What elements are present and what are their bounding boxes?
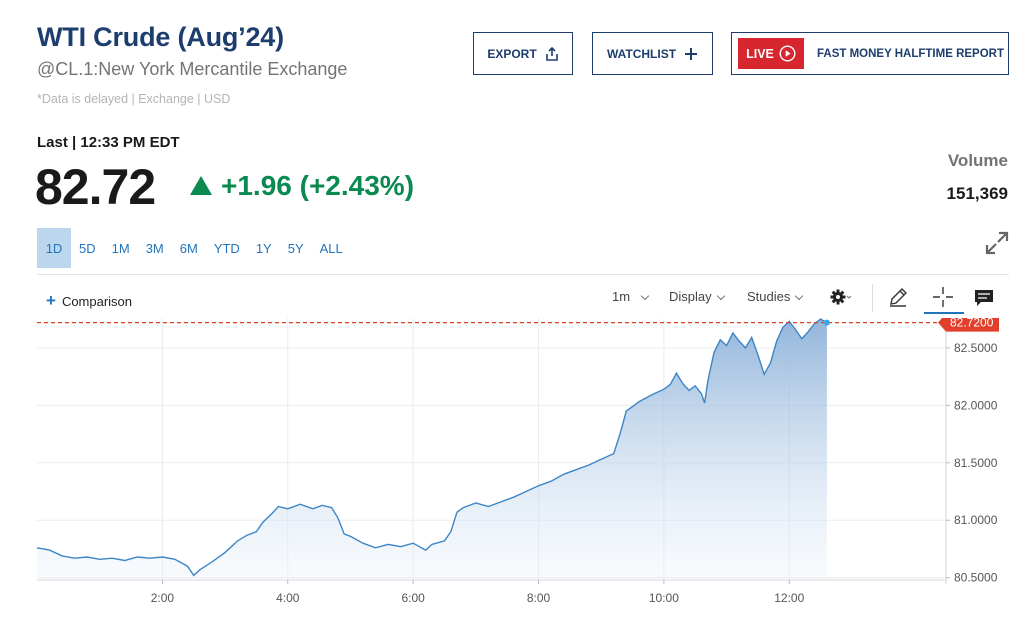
price-line (36, 318, 828, 577)
comparison-label: Comparison (61, 293, 133, 309)
toolbar-separator (872, 284, 873, 312)
price-change: +1.96 (+2.43%) (190, 170, 414, 202)
x-tick-label: 10:00 (649, 591, 679, 605)
export-label: EXPORT (487, 46, 537, 61)
y-tick-label: 81.0000 (954, 513, 998, 527)
last-price-tag-shape (938, 318, 999, 332)
last-price: 82.72 (35, 159, 156, 215)
range-tab-1m[interactable]: 1M (111, 240, 130, 256)
display-label: Display (669, 289, 712, 304)
pencil-icon[interactable] (886, 285, 910, 309)
x-axis: 2:00 4:00 6:00 8:00 10:00 12:00 (151, 580, 805, 605)
active-tool-indicator (924, 312, 964, 314)
x-tick-label: 8:00 (527, 591, 551, 605)
data-disclaimer: *Data is delayed | Exchange | USD (37, 92, 231, 106)
y-axis: 82.5000 82.0000 81.5000 81.0000 80.5000 (946, 341, 998, 585)
instrument-title: WTI Crude (Aug’24) (37, 22, 284, 52)
range-tab-5d[interactable]: 5D (79, 240, 96, 256)
x-tick-label: 2:00 (151, 591, 175, 605)
range-tab-3m[interactable]: 3M (145, 240, 164, 256)
range-tab-5y[interactable]: 5Y (287, 240, 304, 256)
comment-icon[interactable] (972, 285, 996, 309)
price-chart[interactable]: 2:00 4:00 6:00 8:00 10:00 12:00 82.5000 82.000… (0, 318, 1024, 618)
range-tab-1d[interactable]: 1D (37, 228, 71, 268)
plus-icon (685, 47, 698, 60)
live-badge: LIVE (738, 38, 804, 69)
chevron-down-icon (716, 291, 725, 300)
plus-icon: + (46, 291, 56, 310)
live-show-button[interactable]: LIVE FAST MONEY HALFTIME REPORT (731, 32, 1009, 75)
price-change-value: +1.96 (+2.43%) (221, 170, 415, 201)
studies-dropdown[interactable]: Studies (747, 289, 804, 304)
y-tick-label: 82.0000 (954, 398, 998, 412)
watchlist-button[interactable]: WATCHLIST (592, 32, 713, 75)
live-show-title: FAST MONEY HALFTIME REPORT (817, 47, 1004, 60)
share-icon (545, 46, 558, 61)
range-tab-all[interactable]: ALL (319, 240, 343, 256)
range-tab-ytd[interactable]: YTD (213, 240, 240, 256)
play-circle-icon (779, 45, 796, 62)
interval-dropdown[interactable]: 1m (612, 289, 650, 304)
expand-icon[interactable] (984, 230, 1010, 256)
exchange-subtitle: @CL.1:New York Mercantile Exchange (37, 59, 348, 79)
last-price-tag-label: 82.7200 (950, 318, 994, 330)
chevron-down-icon (640, 291, 650, 300)
x-tick-label: 6:00 (401, 591, 425, 605)
watchlist-label: WATCHLIST (606, 46, 677, 61)
volume-label: Volume (947, 151, 1008, 170)
y-tick-label: 81.5000 (954, 456, 998, 470)
price-area (37, 319, 827, 580)
toolbar-divider (37, 274, 1009, 275)
range-tab-6m[interactable]: 6M (179, 240, 198, 256)
x-tick-label: 4:00 (276, 591, 300, 605)
last-trade-label: Last | 12:33 PM EDT (37, 134, 180, 151)
chevron-down-icon (795, 291, 804, 300)
last-price-dot (823, 319, 830, 326)
range-tab-1y[interactable]: 1Y (255, 240, 272, 256)
y-tick-label: 80.5000 (954, 571, 998, 585)
gear-icon[interactable] (828, 285, 852, 309)
interval-label: 1m (612, 289, 631, 304)
time-range-tabs: 1D 5D 1M 3M 6M YTD 1Y 5Y ALL (37, 228, 351, 268)
export-button[interactable]: EXPORT (473, 32, 573, 75)
studies-label: Studies (747, 289, 791, 304)
y-tick-label: 82.5000 (954, 341, 998, 355)
x-tick-label: 12:00 (774, 591, 804, 605)
up-arrow-icon (190, 175, 212, 195)
comparison-button[interactable]: + Comparison (46, 291, 132, 311)
live-label: LIVE (746, 46, 774, 61)
last-price-tag: 82.7200 (938, 318, 999, 332)
crosshair-icon[interactable] (931, 285, 955, 309)
volume-value: 151,369 (946, 184, 1008, 203)
display-dropdown[interactable]: Display (669, 289, 725, 304)
